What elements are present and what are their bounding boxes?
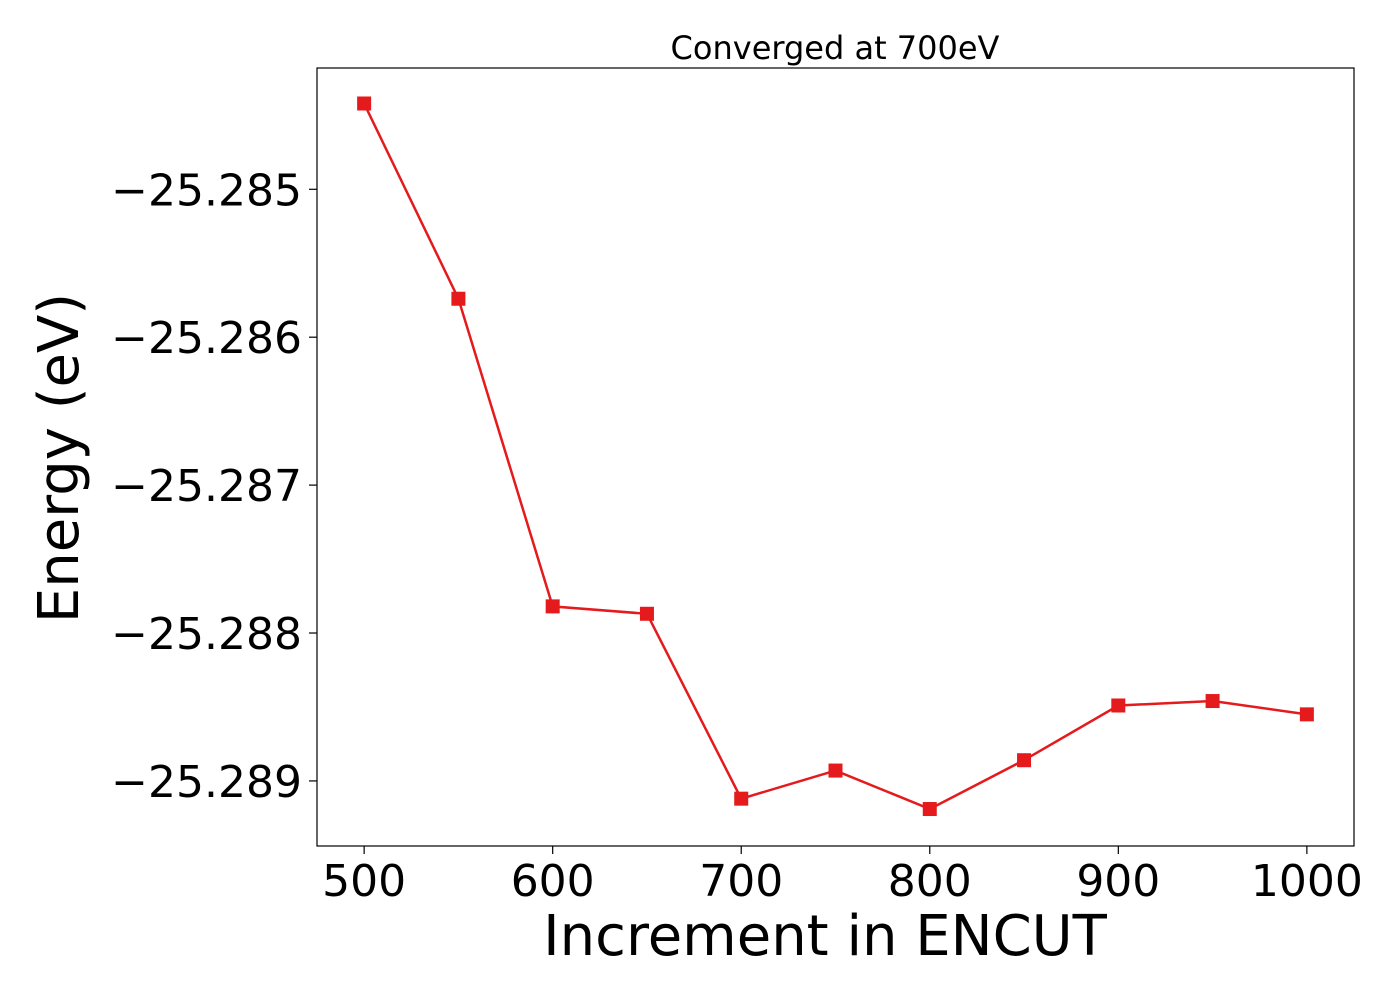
y-tick-label: −25.285 — [111, 165, 302, 216]
data-point-marker — [922, 802, 937, 817]
data-point-marker — [357, 96, 372, 111]
x-tick-label: 800 — [888, 856, 972, 907]
data-point-marker — [1111, 698, 1126, 713]
data-point-marker — [1299, 707, 1314, 722]
y-tick-label: −25.286 — [111, 313, 302, 364]
x-tick-label: 600 — [511, 856, 595, 907]
x-axis-label: Increment in ENCUT — [543, 904, 1108, 969]
y-axis-ticks: −25.285 −25.286 −25.287 −25.288 −25.289 — [111, 165, 317, 808]
x-axis-ticks: 500 600 700 800 900 1000 — [322, 846, 1363, 907]
data-point-marker — [1205, 694, 1220, 709]
y-axis-label: Energy (eV) — [27, 293, 92, 623]
x-tick-label: 500 — [322, 856, 406, 907]
x-tick-label: 900 — [1076, 856, 1160, 907]
y-tick-label: −25.287 — [111, 461, 302, 512]
data-point-marker — [828, 763, 843, 778]
x-tick-label: 1000 — [1251, 856, 1363, 907]
x-tick-label: 700 — [699, 856, 783, 907]
chart-title: Converged at 700eV — [671, 29, 1000, 67]
data-point-marker — [451, 291, 466, 306]
series-line — [362, 102, 1308, 811]
y-tick-label: −25.289 — [111, 757, 302, 808]
data-point-marker — [639, 606, 654, 621]
data-point-marker — [1017, 753, 1032, 768]
data-point-marker — [734, 791, 749, 806]
data-series — [357, 96, 1314, 817]
plot-frame — [316, 67, 1355, 847]
y-tick-label: −25.288 — [111, 609, 302, 660]
data-point-marker — [545, 599, 560, 614]
